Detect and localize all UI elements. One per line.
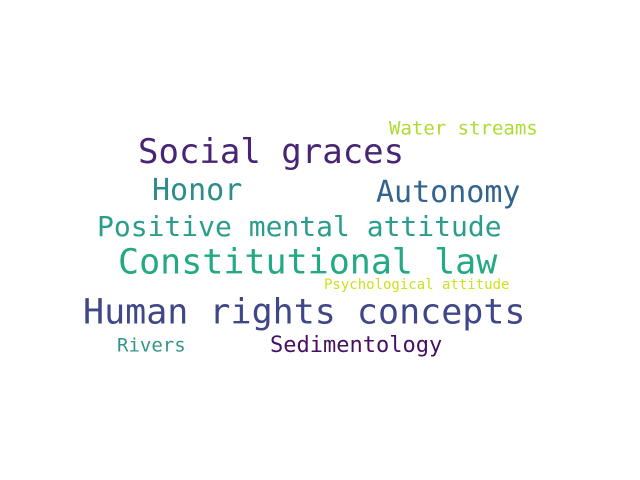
word-sedimentology: Sedimentology	[270, 333, 443, 358]
word-honor: Honor	[152, 173, 243, 208]
word-autonomy: Autonomy	[376, 175, 521, 210]
word-positive-mental-attitude: Positive mental attitude	[97, 210, 502, 243]
word-constitutional-law: Constitutional law	[118, 242, 498, 283]
word-social-graces: Social graces	[138, 132, 405, 172]
word-human-rights-concepts: Human rights concepts	[83, 292, 526, 333]
word-water-streams: Water streams	[389, 117, 538, 140]
word-psychological-attitude: Psychological attitude	[324, 277, 510, 293]
word-rivers: Rivers	[117, 334, 186, 357]
